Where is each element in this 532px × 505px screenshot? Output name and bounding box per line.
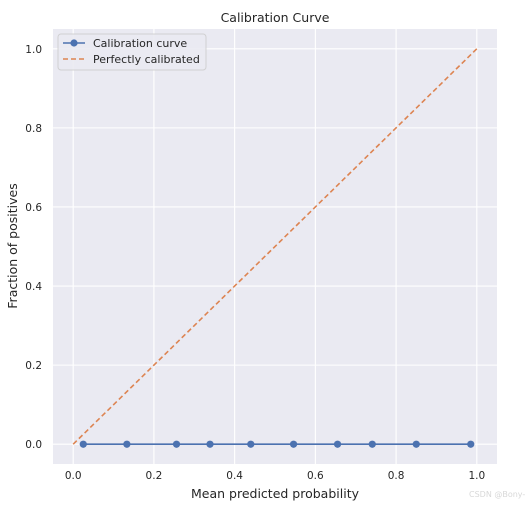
x-tick-label: 0.4 [226, 470, 243, 482]
watermark: CSDN @Bony- [469, 490, 525, 499]
x-tick-label: 0.0 [65, 470, 82, 482]
perfectly-calibrated-line [72, 48, 478, 445]
calibration-curve-point [123, 440, 131, 448]
chart-title: Calibration Curve [221, 10, 330, 25]
calibration-curve-point [206, 440, 214, 448]
tick-labels: 0.0 0.2 0.4 0.6 0.8 1.0 0.0 0.2 0.4 0.6 0.8 1.0 [25, 44, 485, 482]
calibration-curve-point [172, 440, 181, 448]
y-tick-label: 0.6 [25, 202, 42, 214]
y-tick-label: 0.2 [25, 360, 42, 372]
x-tick-label: 0.8 [388, 470, 405, 482]
calibration-curve-point [79, 440, 87, 448]
legend-label-calibration-curve: Calibration curve [93, 37, 187, 50]
calibration-curve-point [289, 440, 298, 448]
y-tick-label: 0.8 [25, 123, 42, 135]
legend: Calibration curve Perfectly calibrated [57, 33, 207, 71]
grid-lines [53, 29, 497, 464]
calibration-curve-point [333, 440, 342, 448]
y-tick-label: 0.4 [25, 281, 42, 293]
legend-box [57, 33, 207, 71]
series-layer [72, 48, 478, 448]
y-axis-label: Fraction of positives [5, 183, 20, 308]
x-tick-label: 0.6 [307, 470, 324, 482]
x-tick-label: 0.2 [146, 470, 163, 482]
x-axis-label: Mean predicted probability [191, 486, 360, 501]
calibration-curve-point [247, 440, 255, 448]
calibration-curve-point [368, 440, 376, 448]
y-tick-label: 0.0 [25, 439, 42, 451]
calibration-curve-point [467, 440, 475, 448]
x-tick-label: 1.0 [468, 470, 485, 482]
legend-label-perfectly-calibrated: Perfectly calibrated [93, 53, 200, 66]
legend-marker-calibration-curve [70, 39, 78, 47]
y-tick-label: 1.0 [25, 44, 42, 56]
calibration-curve-point [412, 440, 420, 448]
